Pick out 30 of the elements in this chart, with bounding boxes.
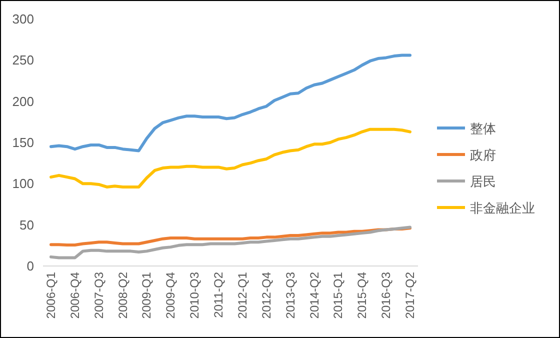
x-tick-label: 2013-Q3: [283, 272, 298, 319]
y-tick-label: 300: [12, 12, 34, 26]
y-tick-label: 0: [26, 258, 34, 274]
legend-label: 政府: [470, 148, 496, 162]
line-series: [50, 128, 412, 188]
x-tick-label: 2014-Q2: [307, 272, 322, 319]
x-tick-label: 2016-Q3: [379, 272, 394, 319]
x-tick-label: 2009-Q4: [164, 272, 178, 319]
x-tick-label: 2011-Q2: [212, 272, 226, 318]
x-tick-label: 2017-Q2: [403, 272, 417, 319]
y-tick-label: 50: [20, 217, 34, 232]
x-tick-label: 2007-Q3: [92, 272, 106, 319]
line-series: [50, 226, 412, 260]
y-tick-label: 150: [12, 135, 34, 150]
x-tick-label: 2015-Q4: [355, 272, 370, 319]
x-tick-label: 2015-Q1: [331, 272, 346, 319]
x-tick-label: 2008-Q2: [116, 272, 130, 319]
legend-label: 非金融企业: [470, 200, 535, 216]
x-tick-label: 2009-Q1: [140, 272, 154, 319]
legend-label: 居民: [470, 174, 496, 189]
legend-label: 整体: [470, 121, 496, 136]
x-tick-label: 2006-Q4: [68, 272, 82, 319]
y-tick-label: 250: [12, 52, 34, 68]
x-tick-label: 2006-Q1: [44, 272, 58, 319]
y-tick-label: 100: [12, 176, 34, 192]
y-tick-label: 200: [12, 94, 34, 109]
x-tick-label: 2012-Q4: [259, 272, 274, 319]
line-series: [50, 54, 412, 152]
x-tick-label: 2012-Q1: [235, 272, 250, 319]
x-tick-label: 2010-Q3: [188, 272, 202, 319]
